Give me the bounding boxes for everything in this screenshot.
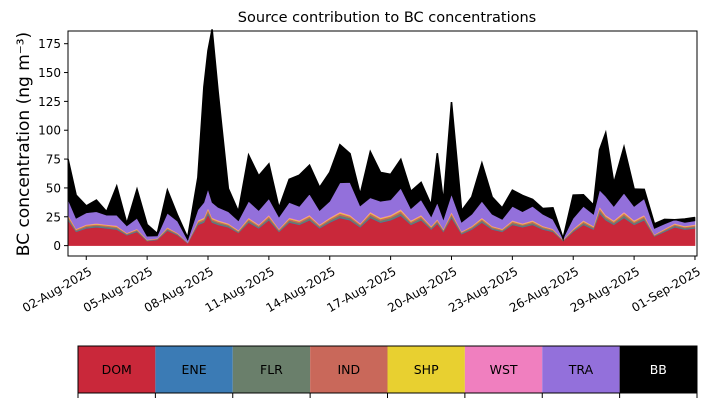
legend-swatch-wst [464,346,543,393]
legend-swatch-tra [542,346,620,393]
y-tick-label: 125 [38,95,61,109]
y-tick-label: 0 [53,239,61,253]
legend-label-ind: IND [337,362,360,377]
y-tick-label: 50 [46,181,61,195]
y-tick-label: 100 [38,124,61,138]
y-tick-label: 75 [46,153,61,167]
y-axis-label: BC concentration (ng m⁻³) [14,32,34,256]
y-tick-label: 150 [38,66,61,80]
legend-swatch-shp [387,346,465,393]
legend-label-wst: WST [490,362,518,377]
chart-title: Source contribution to BC concentrations [238,10,536,26]
legend-swatch-ene [155,346,233,393]
legend-label-flr: FLR [260,362,283,377]
legend-label-tra: TRA [568,362,594,377]
legend-label-ene: ENE [181,362,206,377]
legend-swatch-dom [78,346,156,393]
legend-label-dom: DOM [102,362,132,377]
legend-colorbar: DOM ENE FLR IND SHP WST TRA BB [77,345,698,398]
legend-swatch-flr [232,346,311,393]
legend-label-shp: SHP [414,362,439,377]
y-tick-label: 25 [46,210,61,224]
plot-area [67,29,696,246]
total-line [67,29,696,242]
legend-label-bb: BB [650,362,667,377]
y-tick-label: 175 [38,37,61,51]
legend-swatch-ind [310,346,388,393]
legend-swatch-bb [619,346,697,393]
x-tick-label: 01-Sep-2025 [629,264,703,315]
plot-frame [67,30,698,257]
